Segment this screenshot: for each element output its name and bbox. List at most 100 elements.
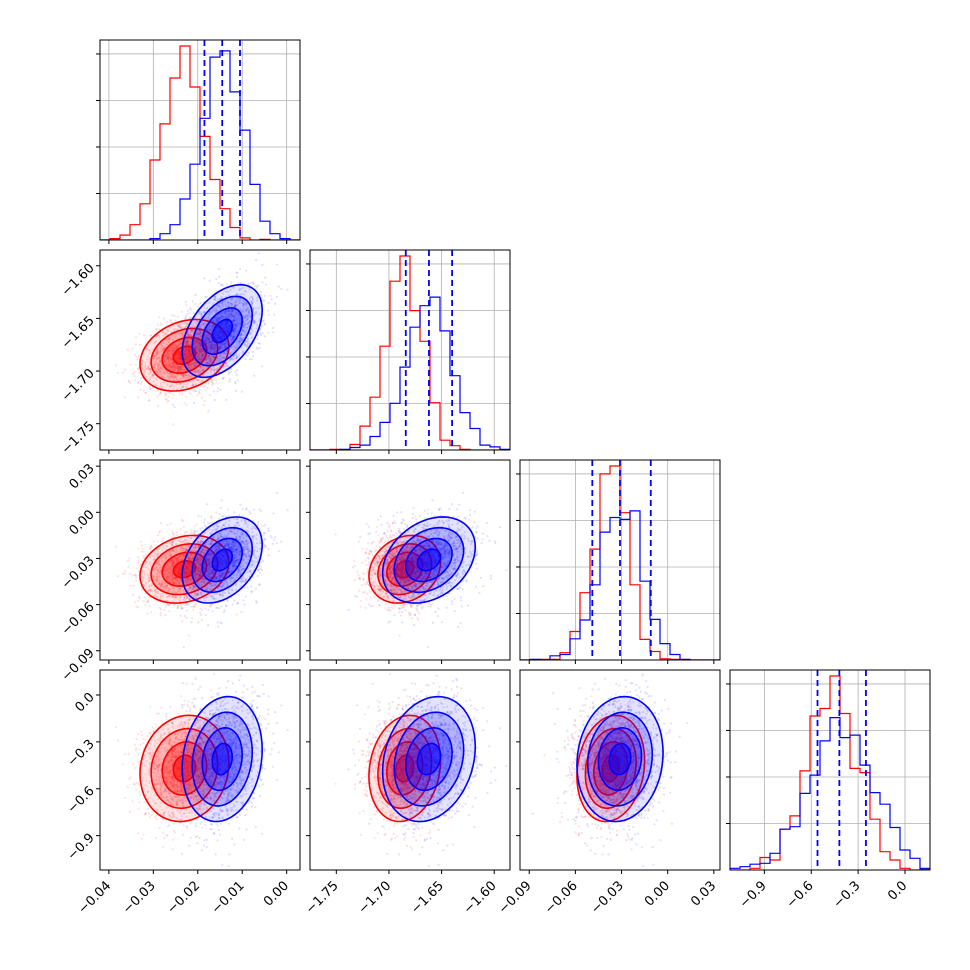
red-scatter-point xyxy=(144,553,148,557)
blue-scatter-point xyxy=(183,615,186,618)
blue-scatter-point xyxy=(218,297,221,300)
red-scatter-point xyxy=(165,353,168,356)
red-scatter-point xyxy=(205,335,208,338)
red-scatter-point xyxy=(164,360,167,363)
red-scatter-point xyxy=(181,373,184,376)
blue-scatter-point xyxy=(234,333,237,336)
red-scatter-point xyxy=(128,572,132,576)
red-scatter-point xyxy=(234,346,237,349)
red-scatter-point xyxy=(214,344,217,347)
red-scatter-point xyxy=(179,368,182,371)
blue-scatter-point xyxy=(164,364,167,367)
red-scatter-point xyxy=(193,339,196,342)
red-scatter-point xyxy=(188,367,191,370)
blue-scatter-point xyxy=(184,316,188,319)
red-scatter-point xyxy=(147,367,150,370)
blue-scatter-point xyxy=(223,356,226,359)
blue-scatter-point xyxy=(194,345,197,348)
blue-scatter-point xyxy=(227,310,230,313)
red-scatter-point xyxy=(147,399,151,402)
red-scatter-point xyxy=(140,588,143,591)
blue-scatter-point xyxy=(200,354,203,357)
blue-scatter-point xyxy=(171,362,175,365)
red-scatter-point xyxy=(171,362,174,365)
blue-scatter-point xyxy=(241,303,244,306)
red-scatter-point xyxy=(163,371,166,374)
blue-scatter-point xyxy=(255,299,259,302)
red-scatter-point xyxy=(126,559,129,562)
red-scatter-point xyxy=(215,380,218,383)
blue-scatter-point xyxy=(280,540,283,543)
blue-scatter-point xyxy=(219,345,222,348)
red-scatter-point xyxy=(182,322,185,325)
red-scatter-point xyxy=(170,319,173,322)
red-scatter-point xyxy=(146,358,149,361)
red-scatter-point xyxy=(131,593,134,597)
blue-scatter-point xyxy=(231,297,234,300)
blue-scatter-point xyxy=(254,284,257,287)
red-scatter-point xyxy=(155,368,158,372)
red-scatter-point xyxy=(200,347,203,350)
red-scatter-point xyxy=(169,319,172,322)
red-scatter-point xyxy=(177,365,180,368)
red-scatter-point xyxy=(194,334,197,337)
red-scatter-point xyxy=(207,355,211,358)
red-scatter-point xyxy=(138,564,141,568)
red-scatter-point xyxy=(196,394,199,397)
red-scatter-point xyxy=(199,365,202,368)
blue-scatter-point xyxy=(202,311,206,314)
blue-scatter-point xyxy=(176,367,180,370)
red-scatter-point xyxy=(148,386,151,389)
red-scatter-point xyxy=(187,341,190,344)
blue-scatter-point xyxy=(209,328,212,331)
red-scatter-point xyxy=(149,370,152,373)
red-scatter-point xyxy=(159,346,162,349)
red-scatter-point xyxy=(198,302,201,305)
blue-scatter-point xyxy=(243,343,246,347)
blue-scatter-point xyxy=(203,311,206,314)
blue-scatter-point xyxy=(215,290,218,293)
blue-scatter-point xyxy=(228,380,231,383)
red-scatter-point xyxy=(167,341,170,344)
blue-scatter-point xyxy=(216,315,219,318)
blue-scatter-point xyxy=(240,333,243,336)
red-scatter-point xyxy=(165,321,168,324)
red-scatter-point xyxy=(181,367,184,370)
blue-scatter-point xyxy=(255,346,258,349)
blue-scatter-point xyxy=(242,323,245,327)
blue-scatter-point xyxy=(236,293,239,296)
blue-scatter-point xyxy=(235,324,238,328)
red-scatter-point xyxy=(167,360,170,363)
red-scatter-point xyxy=(182,526,186,529)
red-scatter-point xyxy=(222,365,226,368)
red-scatter-point xyxy=(155,370,158,374)
red-scatter-point xyxy=(208,340,211,343)
blue-scatter-point xyxy=(259,290,263,294)
red-scatter-point xyxy=(179,334,182,337)
blue-scatter-point xyxy=(154,384,157,387)
blue-scatter-point xyxy=(194,293,197,296)
red-scatter-point xyxy=(169,321,172,324)
red-scatter-point xyxy=(177,344,180,347)
red-scatter-point xyxy=(215,347,218,350)
red-scatter-point xyxy=(139,343,142,346)
blue-scatter-point xyxy=(223,342,226,345)
blue-scatter-point xyxy=(251,296,254,299)
blue-scatter-point xyxy=(235,342,238,346)
blue-scatter-point xyxy=(237,343,240,346)
blue-scatter-point xyxy=(232,319,235,322)
blue-scatter-point xyxy=(191,300,194,303)
blue-scatter-point xyxy=(252,321,255,325)
red-scatter-point xyxy=(210,367,213,370)
blue-scatter-point xyxy=(221,303,224,306)
red-scatter-point xyxy=(219,344,222,347)
red-scatter-point xyxy=(170,376,173,379)
blue-scatter-point xyxy=(203,524,206,527)
red-scatter-point xyxy=(147,365,151,368)
blue-scatter-point xyxy=(208,340,211,343)
blue-scatter-point xyxy=(218,304,221,308)
blue-scatter-point xyxy=(209,344,212,347)
red-scatter-point xyxy=(197,341,200,344)
blue-scatter-point xyxy=(239,337,242,340)
red-scatter-point xyxy=(178,392,181,395)
